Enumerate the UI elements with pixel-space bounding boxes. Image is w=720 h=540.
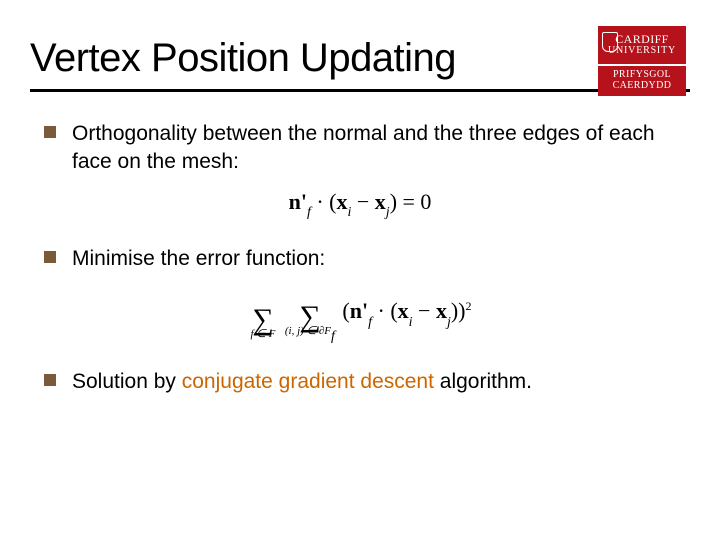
title-underline (30, 89, 690, 92)
formula-math: ∑f ∈ F ∑(i, j) ∈ ∂Ff (n'f · (xi − xj))2 (248, 285, 471, 341)
page-title: Vertex Position Updating (30, 36, 690, 81)
content-region: Orthogonality between the normal and the… (44, 120, 676, 408)
bullet-text: Solution by conjugate gradient descent a… (72, 368, 532, 396)
university-logo: CARDIFF UNIVERSITY PRIFYSGOL CAERDYDD (598, 26, 686, 96)
bullet-text: Orthogonality between the normal and the… (72, 120, 676, 177)
title-region: Vertex Position Updating (30, 36, 690, 92)
bullet-item: Orthogonality between the normal and the… (44, 120, 676, 177)
bullet-icon (44, 126, 56, 138)
formula-1: n'f · (xi − xj) = 0 (44, 189, 676, 219)
logo-line-1: CARDIFF (615, 33, 668, 46)
crest-icon (602, 32, 618, 52)
bullet-icon (44, 251, 56, 263)
formula-math: n'f · (xi − xj) = 0 (289, 189, 432, 219)
formula-2: ∑f ∈ F ∑(i, j) ∈ ∂Ff (n'f · (xi − xj))2 (44, 285, 676, 341)
bullet-item: Solution by conjugate gradient descent a… (44, 368, 676, 396)
bullet-icon (44, 374, 56, 386)
bullet-item: Minimise the error function: (44, 245, 676, 273)
logo-line-2: UNIVERSITY (608, 46, 676, 57)
logo-line-4: CAERDYDD (613, 81, 672, 92)
bullet-text: Minimise the error function: (72, 245, 325, 273)
logo-bottom-panel: PRIFYSGOL CAERDYDD (598, 64, 686, 96)
logo-top-panel: CARDIFF UNIVERSITY (598, 26, 686, 64)
